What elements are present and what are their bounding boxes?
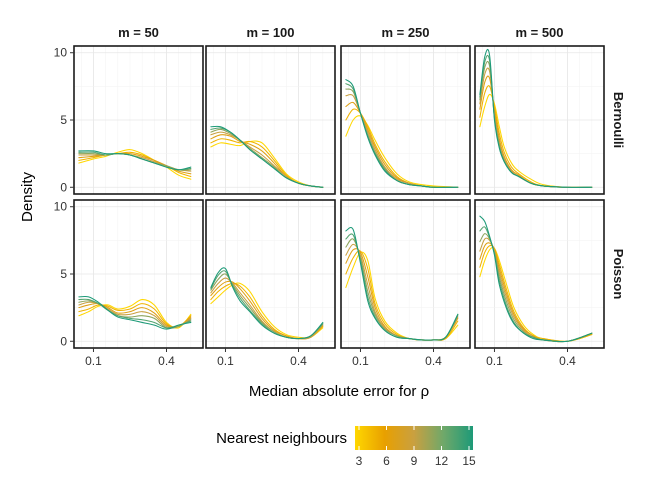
strip-m-100: m = 100	[246, 25, 294, 40]
panel-border	[474, 199, 605, 349]
y-tick-label: 0	[60, 180, 67, 194]
strip-m-250: m = 250	[381, 25, 429, 40]
x-tick-label: 0.1	[352, 354, 369, 368]
panel-border	[205, 45, 336, 195]
density-curve-k7	[78, 302, 192, 328]
density-curve-k15	[345, 226, 459, 341]
density-curve-k13	[78, 298, 192, 329]
x-tick-label: 0.4	[158, 354, 175, 368]
density-curve-k15	[210, 267, 324, 340]
panel-bernoulli-m-500	[474, 45, 605, 195]
density-curve-k15	[479, 48, 593, 188]
panels-layer	[73, 45, 605, 349]
panel-border	[205, 199, 336, 349]
strip-bernoulli: Bernoulli	[611, 92, 626, 148]
legend-tick-label: 3	[356, 454, 363, 468]
y-tick-label: 10	[54, 200, 68, 214]
x-tick-label: 0.1	[486, 354, 503, 368]
panel-border	[474, 45, 605, 195]
legend-ticks: 3 6 9 12 15	[356, 426, 476, 468]
panel-poisson-m-500	[474, 199, 605, 349]
strips-layer: m = 50 m = 100 m = 250 m = 500 Bernoulli Pois…	[118, 25, 626, 299]
panel-poisson-m-250	[340, 199, 471, 349]
y-tick-label: 0	[60, 334, 67, 348]
density-curve-k3	[78, 149, 192, 180]
panel-bernoulli-m-50	[73, 45, 204, 195]
legend: Nearest neighbours 3 6 9 12 15	[216, 426, 476, 468]
density-curve-k3	[210, 140, 324, 188]
density-curve-k3	[210, 282, 324, 339]
panel-border	[340, 199, 471, 349]
panel-bernoulli-m-250	[340, 45, 471, 195]
panel-poisson-m-100	[205, 199, 336, 349]
y-tick-label: 10	[54, 46, 68, 60]
x-tick-label: 0.4	[425, 354, 442, 368]
x-tick-label: 0.4	[559, 354, 576, 368]
legend-title: Nearest neighbours	[216, 430, 347, 447]
density-curve-k15	[345, 79, 459, 188]
axes-layer: 0 5 10 0 5 10 0.1 0.4 0.1 0.4 0.1 0.4 0.1 0.4	[54, 46, 577, 368]
density-curve-k15	[210, 125, 324, 188]
y-tick-label: 5	[60, 267, 67, 281]
legend-tick-label: 9	[411, 454, 418, 468]
panel-border	[340, 45, 471, 195]
density-curve-k5	[479, 244, 593, 342]
density-curve-k3	[345, 115, 459, 188]
legend-tick-label: 6	[383, 454, 390, 468]
panel-bernoulli-m-100	[205, 45, 336, 195]
strip-poisson: Poisson	[611, 249, 626, 300]
strip-m-50: m = 50	[118, 25, 159, 40]
legend-tick-label: 15	[462, 454, 476, 468]
density-curve-k15	[78, 295, 192, 330]
strip-m-500: m = 500	[515, 25, 563, 40]
x-axis-title: Median absolute error for ρ	[249, 383, 429, 400]
density-curve-k5	[78, 303, 192, 328]
legend-tick-label: 12	[435, 454, 449, 468]
y-axis-title: Density	[19, 171, 36, 222]
x-tick-label: 0.1	[85, 354, 102, 368]
x-tick-label: 0.1	[217, 354, 234, 368]
density-curve-k3	[479, 93, 593, 188]
y-tick-label: 5	[60, 113, 67, 127]
density-curve-k15	[479, 215, 593, 343]
density-curve-k15	[78, 150, 192, 171]
x-tick-label: 0.4	[290, 354, 307, 368]
panel-poisson-m-50	[73, 199, 204, 349]
